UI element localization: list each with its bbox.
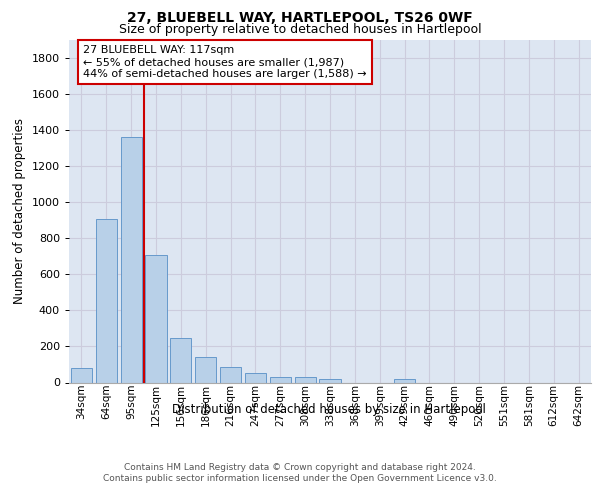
- Text: Size of property relative to detached houses in Hartlepool: Size of property relative to detached ho…: [119, 22, 481, 36]
- Text: 27, BLUEBELL WAY, HARTLEPOOL, TS26 0WF: 27, BLUEBELL WAY, HARTLEPOOL, TS26 0WF: [127, 11, 473, 25]
- Bar: [319, 380, 341, 382]
- Bar: [270, 376, 291, 382]
- Text: Contains HM Land Registry data © Crown copyright and database right 2024.: Contains HM Land Registry data © Crown c…: [124, 462, 476, 471]
- Bar: [195, 358, 216, 382]
- Bar: [96, 220, 117, 382]
- Bar: [220, 367, 241, 382]
- Text: Contains public sector information licensed under the Open Government Licence v3: Contains public sector information licen…: [103, 474, 497, 483]
- Y-axis label: Number of detached properties: Number of detached properties: [13, 118, 26, 304]
- Bar: [71, 368, 92, 382]
- Bar: [295, 376, 316, 382]
- Text: 27 BLUEBELL WAY: 117sqm
← 55% of detached houses are smaller (1,987)
44% of semi: 27 BLUEBELL WAY: 117sqm ← 55% of detache…: [83, 46, 367, 78]
- Bar: [121, 138, 142, 382]
- Text: Distribution of detached houses by size in Hartlepool: Distribution of detached houses by size …: [172, 402, 486, 415]
- Bar: [394, 379, 415, 382]
- Bar: [245, 373, 266, 382]
- Bar: [170, 338, 191, 382]
- Bar: [145, 254, 167, 382]
